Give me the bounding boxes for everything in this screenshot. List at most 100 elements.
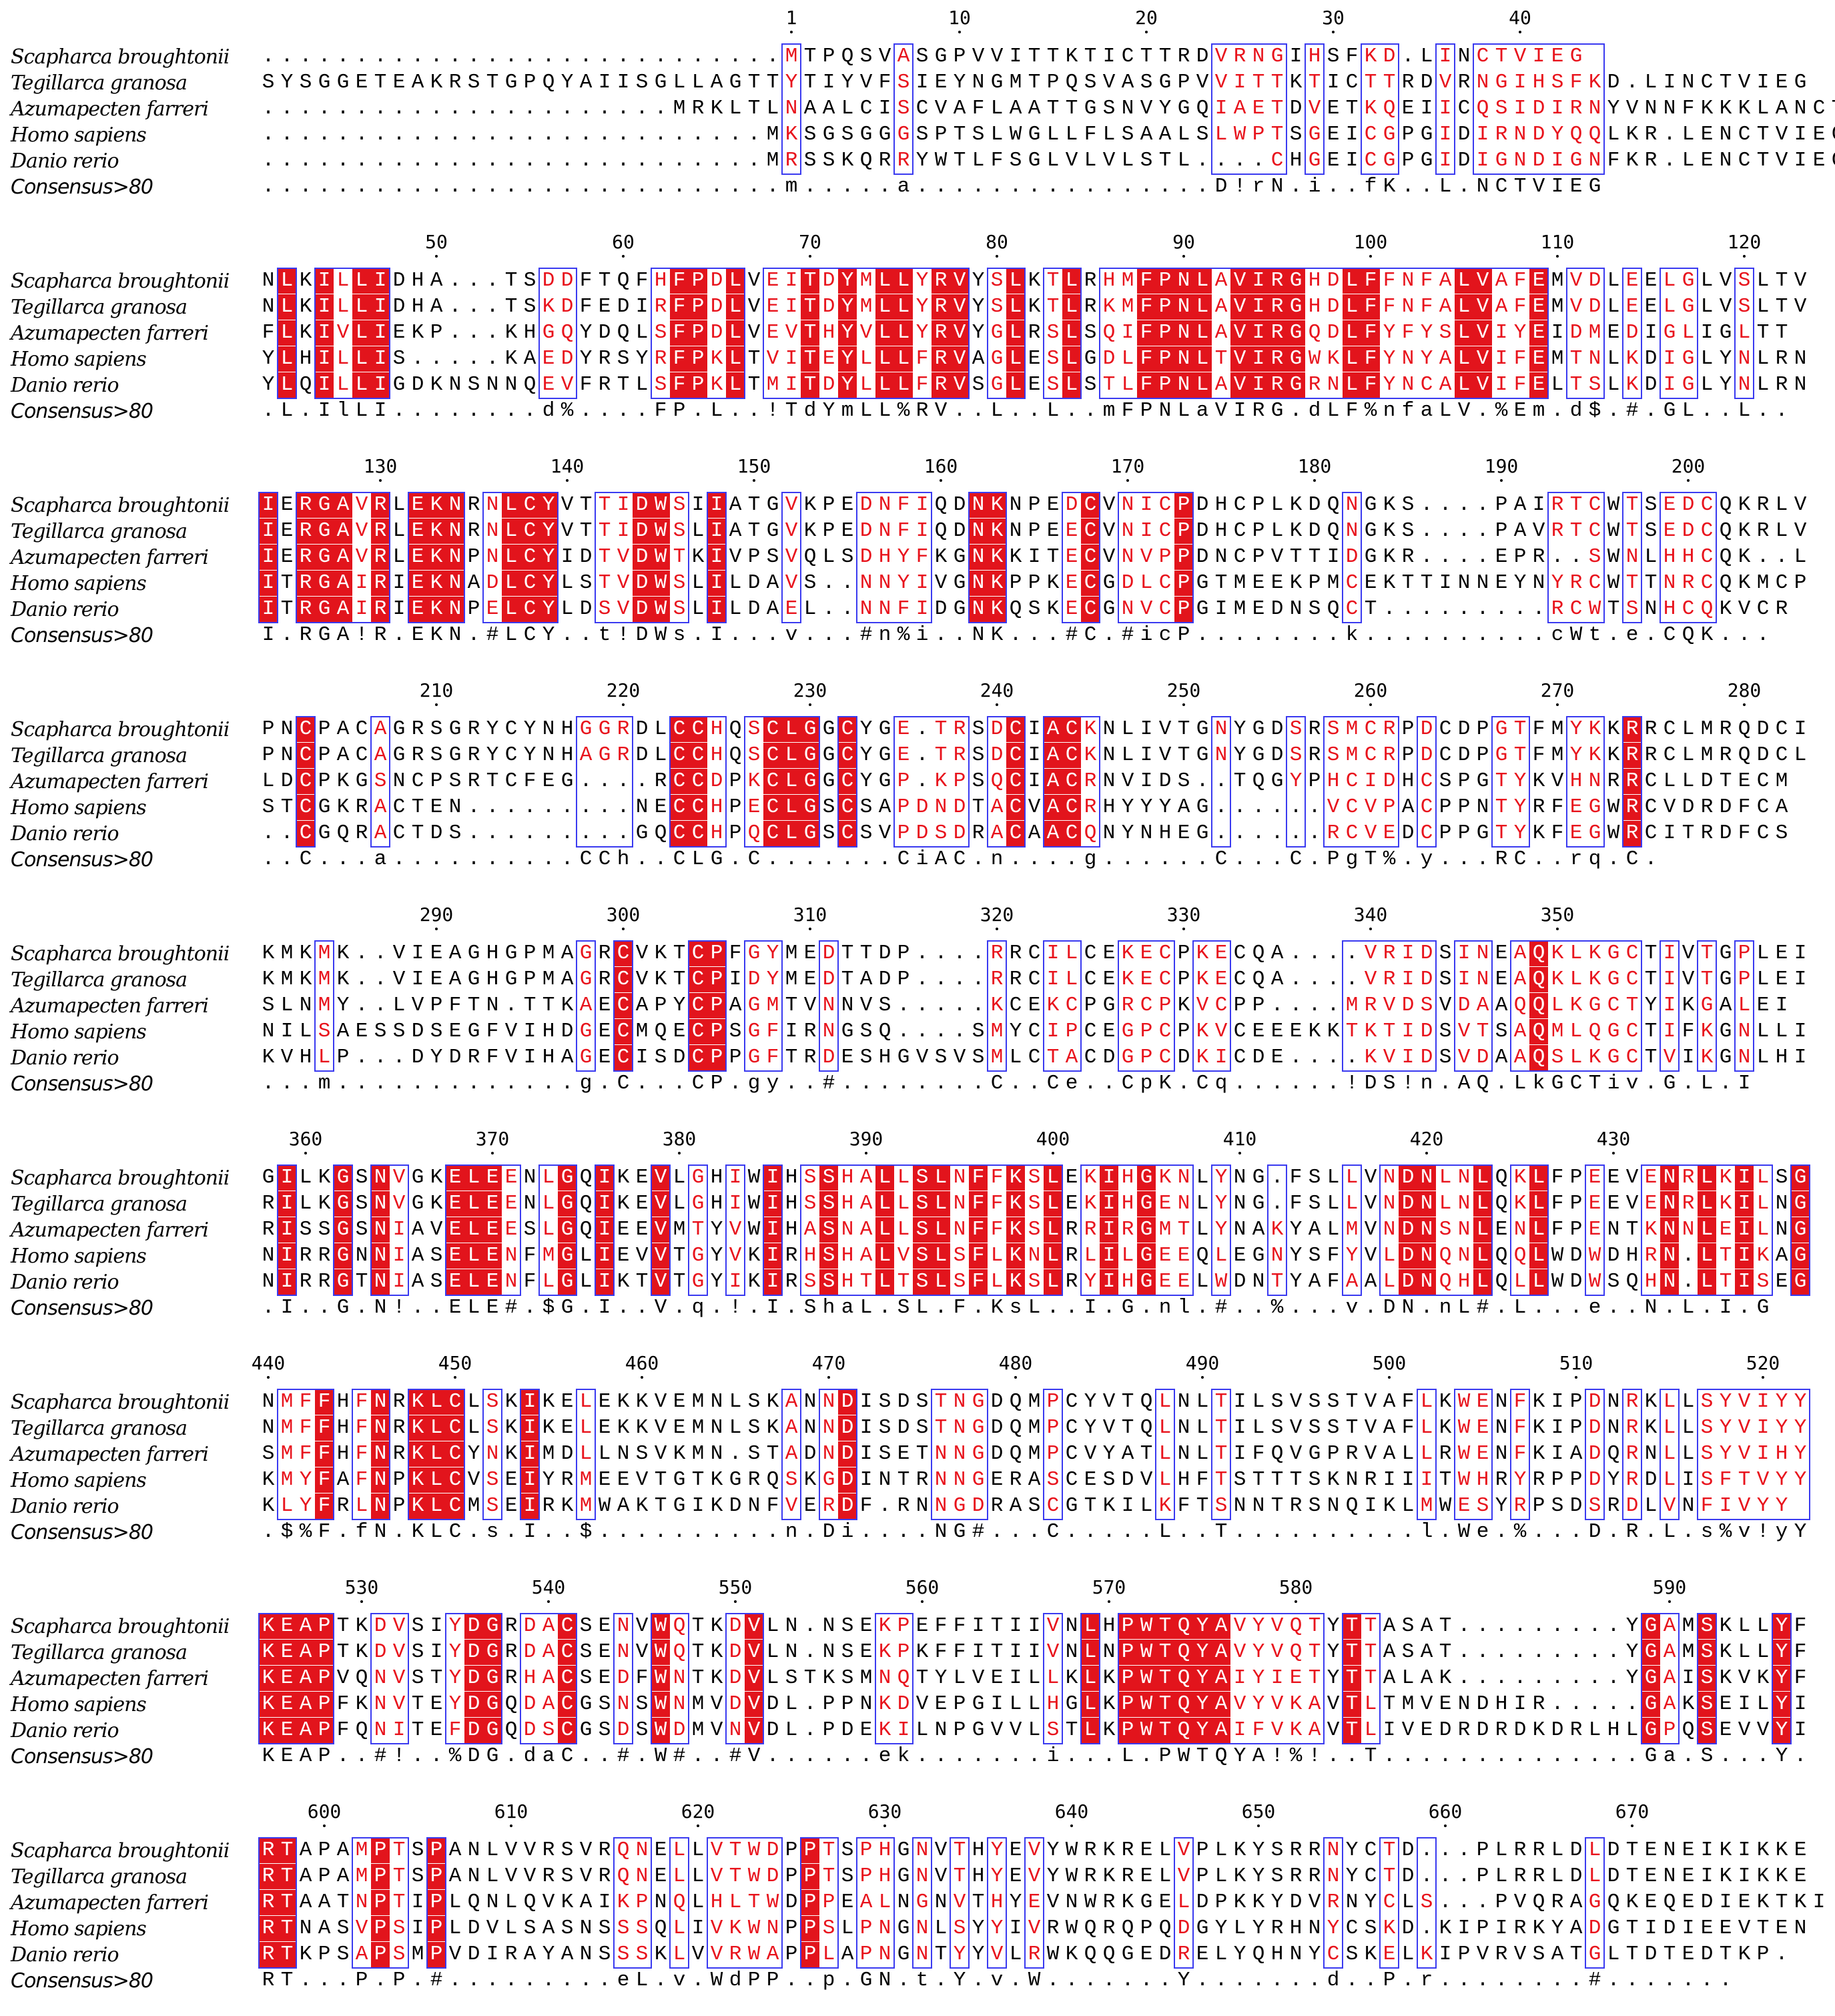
- residue: R: [651, 769, 670, 794]
- residue: T: [1062, 1718, 1081, 1743]
- residue: S: [1698, 1614, 1716, 1639]
- position-tick-label: 670: [1615, 1800, 1649, 1822]
- residue: R: [1623, 717, 1641, 742]
- residue: R: [1380, 967, 1399, 992]
- position-tick-label: 610: [494, 1800, 528, 1822]
- residue: G: [1585, 795, 1604, 820]
- residue: R: [1623, 1389, 1641, 1415]
- residue: C: [1436, 743, 1455, 768]
- residue: G: [315, 597, 334, 622]
- residue: Y: [950, 70, 969, 95]
- residue: .: [352, 148, 371, 174]
- residue: E: [1548, 44, 1567, 69]
- residue: I: [1436, 1942, 1455, 1967]
- residue: A: [1511, 519, 1529, 544]
- residue: R: [1062, 1243, 1081, 1269]
- residue: F: [1679, 96, 1698, 121]
- residue: L: [539, 1165, 558, 1191]
- residue: V: [352, 492, 371, 518]
- sequence-row: Tegillarca granosa K E A P T K D V S I Y D G R D A C S E N V W…: [0, 1640, 1835, 1665]
- residue: A: [726, 519, 745, 544]
- alignment-block: 50 60 70 80 90 100 110 120 Scapharca broughtonii…: [0, 231, 1835, 428]
- residue: I: [1735, 1191, 1754, 1217]
- residue: H: [1044, 1692, 1062, 1717]
- residue: K: [1716, 1640, 1735, 1665]
- residue: Y: [1417, 320, 1436, 346]
- residue: C: [1081, 623, 1100, 648]
- position-tick-label: 460: [625, 1352, 659, 1374]
- residue: G: [259, 1165, 278, 1191]
- residue: T: [1305, 1640, 1324, 1665]
- residue: K: [875, 1614, 894, 1639]
- residue: .: [483, 268, 502, 294]
- residue: Q: [1249, 769, 1268, 794]
- residue: S: [1698, 1441, 1716, 1467]
- sequence-row: Homo sapiens K M Y F A F N P K L C V S E I Y R M E E V T G T K G R Q…: [0, 1467, 1835, 1493]
- residue: E: [1268, 1019, 1287, 1044]
- residue: N: [950, 1191, 969, 1217]
- residue: D: [1399, 1165, 1417, 1191]
- residue: #: [1585, 1968, 1604, 1993]
- residue: I: [1772, 993, 1791, 1018]
- residue: V: [1473, 346, 1492, 372]
- residue: H: [875, 1045, 894, 1070]
- position-tick-dot: [1238, 1152, 1241, 1154]
- residue: C: [913, 96, 932, 121]
- residue: S: [1100, 96, 1118, 121]
- residue: I: [1698, 1864, 1716, 1889]
- residue: K: [707, 1666, 726, 1691]
- residue: T: [1156, 1692, 1174, 1717]
- residue: .: [1455, 1864, 1473, 1889]
- residue: H: [1305, 44, 1324, 69]
- residue: Y: [838, 372, 857, 398]
- sequence-row: Danio rerio Y L Q I L L I G D K N S N N Q E V F R T L S F P K L T M I…: [0, 372, 1835, 398]
- residue: .: [1006, 174, 1025, 200]
- residue: .: [520, 1968, 539, 1993]
- residue: A: [857, 967, 875, 992]
- residue: V: [1361, 1389, 1380, 1415]
- residue: E: [1062, 519, 1081, 544]
- residue: C: [670, 795, 689, 820]
- position-tick-dot: [304, 1152, 307, 1154]
- residue: K: [1100, 1864, 1118, 1889]
- residue: A: [539, 1640, 558, 1665]
- residue: S: [782, 1666, 801, 1691]
- residue: S: [1343, 1942, 1361, 1967]
- residue: .: [446, 268, 464, 294]
- residue: .: [464, 821, 483, 846]
- residue: H: [558, 717, 577, 742]
- residue: .: [969, 941, 988, 966]
- residue: E: [1529, 372, 1548, 398]
- position-tick-label: 60: [612, 231, 635, 253]
- residue: .: [1174, 1520, 1193, 1545]
- residue: A: [334, 1467, 352, 1493]
- residue: K: [614, 1165, 633, 1191]
- residue: .: [595, 1071, 614, 1096]
- residue: S: [875, 1415, 894, 1441]
- residue: L: [352, 268, 371, 294]
- residue: K: [1529, 1718, 1548, 1743]
- residue: S: [857, 44, 875, 69]
- residue: I: [1548, 148, 1567, 174]
- residue: L: [1343, 294, 1361, 320]
- residue: D: [539, 268, 558, 294]
- residue: E: [539, 769, 558, 794]
- residue: W: [1006, 122, 1025, 147]
- residue: .: [801, 623, 819, 648]
- residue: K: [1754, 1838, 1772, 1863]
- residue: g: [577, 1071, 595, 1096]
- residue: Y: [1193, 1692, 1212, 1717]
- residue: .: [726, 148, 745, 174]
- residue: D: [1399, 1838, 1417, 1863]
- residue: T: [1044, 294, 1062, 320]
- residue: Y: [838, 346, 857, 372]
- residue: K: [633, 1415, 651, 1441]
- residue: A: [296, 1718, 315, 1743]
- residue: I: [1735, 1217, 1754, 1243]
- residue: N: [633, 1864, 651, 1889]
- residue: .: [1548, 1295, 1567, 1321]
- residue: P: [1305, 769, 1324, 794]
- position-tick-dot: [435, 703, 438, 706]
- residue: I: [315, 268, 334, 294]
